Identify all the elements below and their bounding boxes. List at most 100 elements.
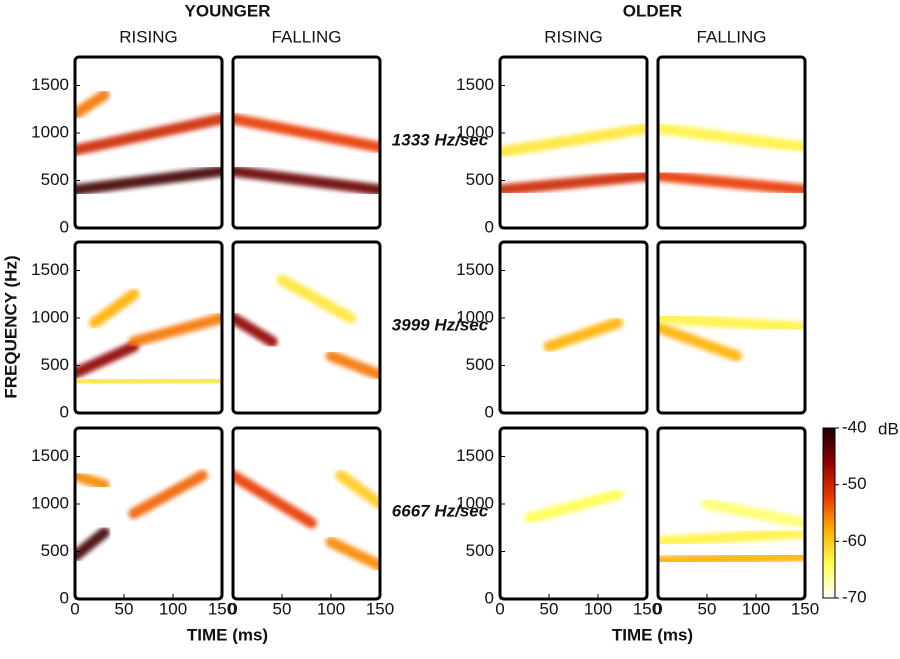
spectrogram [500, 122, 647, 205]
harmonic-trace [658, 170, 805, 196]
harmonic-trace [500, 170, 647, 196]
harmonic-trace [75, 470, 110, 491]
x-tick-label: 150 [366, 599, 394, 618]
x-tick-label: 50 [540, 599, 559, 618]
harmonic-trace [658, 322, 742, 362]
panel-frame [73, 55, 224, 230]
y-tick-label: 500 [466, 170, 494, 189]
panel-frame [656, 55, 807, 230]
harmonic-trace [233, 470, 317, 529]
harmonic-trace [701, 498, 805, 529]
spectrogram [658, 498, 805, 567]
x-tick-label: 100 [584, 599, 612, 618]
y-tick-label: 500 [466, 541, 494, 560]
x-tick-label: 150 [208, 599, 236, 618]
harmonic-trace [233, 312, 278, 348]
condition-label: RISING [119, 27, 178, 46]
harmonic-trace [233, 165, 380, 196]
rate-label: 1333 Hz/sec [392, 130, 489, 149]
colorbar-tick-label: -40 [842, 417, 867, 436]
x-tick-label: 0 [70, 599, 79, 618]
spectrogram [75, 470, 222, 572]
y-tick-label: 1000 [31, 493, 69, 512]
condition-label: FALLING [272, 27, 342, 46]
y-tick-label: 1500 [31, 446, 69, 465]
spectrogram [500, 317, 647, 381]
y-tick-label: 0 [60, 402, 69, 421]
y-tick-label: 0 [60, 217, 69, 236]
harmonic-trace [128, 470, 208, 519]
panel-frame [231, 240, 382, 415]
spectrogram [500, 489, 647, 576]
panel-frame [656, 426, 807, 601]
group-title: YOUNGER [185, 1, 271, 20]
y-tick-label: 500 [41, 541, 69, 560]
y-tick-label: 1000 [31, 122, 69, 141]
harmonic-trace [523, 489, 624, 524]
x-tick-label: 50 [273, 599, 292, 618]
harmonic-trace [128, 312, 222, 348]
y-tick-label: 0 [485, 402, 494, 421]
y-tick-label: 1000 [31, 307, 69, 326]
y-tick-label: 1500 [456, 446, 494, 465]
panel-frame [498, 240, 649, 415]
colorbar-tick-label: -70 [842, 587, 867, 606]
panel-frame [498, 426, 649, 601]
x-tick-label: 150 [791, 599, 819, 618]
y-tick-label: 0 [60, 588, 69, 607]
y-tick-label: 1500 [31, 75, 69, 94]
harmonic-trace [75, 113, 222, 156]
harmonic-trace [325, 350, 380, 381]
panel-frame [656, 240, 807, 415]
y-axis-label: FREQUENCY (Hz) [1, 255, 20, 398]
spectrogram [233, 113, 380, 205]
harmonic-trace [658, 122, 805, 153]
harmonic-trace [75, 165, 222, 196]
harmonic-trace [75, 341, 140, 379]
y-tick-label: 1000 [456, 307, 494, 326]
y-tick-label: 1500 [31, 260, 69, 279]
harmonic-trace [233, 113, 380, 153]
x-tick-label: 150 [633, 599, 661, 618]
spectrogram [75, 288, 222, 389]
spectrogram [658, 312, 805, 381]
spectrogram [233, 274, 380, 386]
colorbar-tick-label: -60 [842, 531, 867, 550]
harmonic-trace [543, 317, 624, 352]
spectrogram [658, 122, 805, 205]
x-tick-label: 50 [698, 599, 717, 618]
panel-frame [231, 426, 382, 601]
y-tick-label: 500 [41, 355, 69, 374]
y-tick-label: 1500 [456, 260, 494, 279]
harmonic-trace [658, 527, 805, 548]
colorbar [822, 427, 836, 599]
rate-label: 6667 Hz/sec [392, 501, 489, 520]
colorbar-tick-label: -50 [842, 474, 867, 493]
harmonic-trace [335, 470, 380, 510]
y-tick-label: 1000 [456, 122, 494, 141]
harmonic-trace [89, 288, 140, 329]
spectrogram [75, 89, 222, 205]
panel-frame [231, 55, 382, 230]
colorbar-label: dB [878, 419, 899, 438]
panel-frame [73, 240, 224, 415]
x-tick-label: 0 [228, 599, 237, 618]
group-title: OLDER [623, 1, 683, 20]
harmonic-trace [75, 89, 110, 120]
harmonic-trace [500, 122, 647, 158]
y-tick-label: 0 [485, 588, 494, 607]
harmonic-trace [276, 274, 357, 324]
rate-label: 3999 Hz/sec [392, 315, 489, 334]
harmonic-trace [658, 312, 805, 333]
x-axis-label: TIME (ms) [612, 625, 693, 644]
panel-frame [73, 426, 224, 601]
y-tick-label: 500 [41, 170, 69, 189]
x-axis-label: TIME (ms) [187, 625, 268, 644]
harmonic-trace [75, 527, 110, 562]
x-tick-label: 100 [742, 599, 770, 618]
harmonic-trace [75, 374, 222, 389]
condition-label: RISING [544, 27, 603, 46]
panel-frame [498, 55, 649, 230]
y-tick-label: 500 [466, 355, 494, 374]
